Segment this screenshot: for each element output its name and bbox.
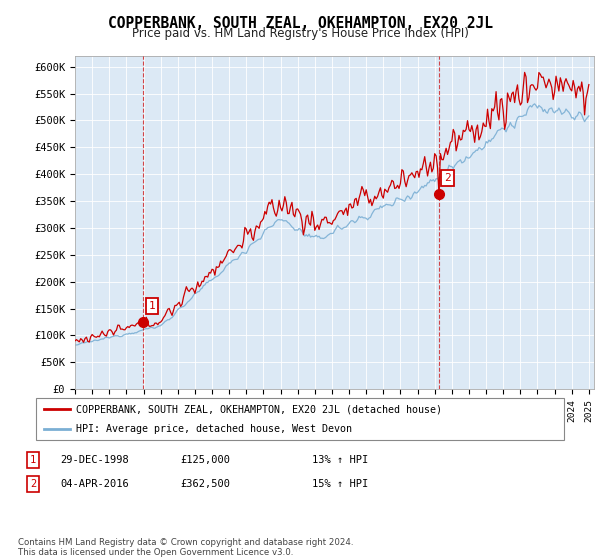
Text: £125,000: £125,000 (180, 455, 230, 465)
Text: 2: 2 (30, 479, 36, 489)
Text: 13% ↑ HPI: 13% ↑ HPI (312, 455, 368, 465)
Text: 1: 1 (149, 301, 155, 311)
Text: Contains HM Land Registry data © Crown copyright and database right 2024.
This d: Contains HM Land Registry data © Crown c… (18, 538, 353, 557)
Text: 1: 1 (30, 455, 36, 465)
Text: 2: 2 (444, 173, 451, 183)
Text: 15% ↑ HPI: 15% ↑ HPI (312, 479, 368, 489)
Text: 29-DEC-1998: 29-DEC-1998 (60, 455, 129, 465)
Text: Price paid vs. HM Land Registry's House Price Index (HPI): Price paid vs. HM Land Registry's House … (131, 27, 469, 40)
Text: COPPERBANK, SOUTH ZEAL, OKEHAMPTON, EX20 2JL: COPPERBANK, SOUTH ZEAL, OKEHAMPTON, EX20… (107, 16, 493, 31)
Text: 04-APR-2016: 04-APR-2016 (60, 479, 129, 489)
Text: HPI: Average price, detached house, West Devon: HPI: Average price, detached house, West… (76, 424, 352, 434)
Text: COPPERBANK, SOUTH ZEAL, OKEHAMPTON, EX20 2JL (detached house): COPPERBANK, SOUTH ZEAL, OKEHAMPTON, EX20… (76, 404, 442, 414)
Text: £362,500: £362,500 (180, 479, 230, 489)
FancyBboxPatch shape (36, 398, 564, 440)
